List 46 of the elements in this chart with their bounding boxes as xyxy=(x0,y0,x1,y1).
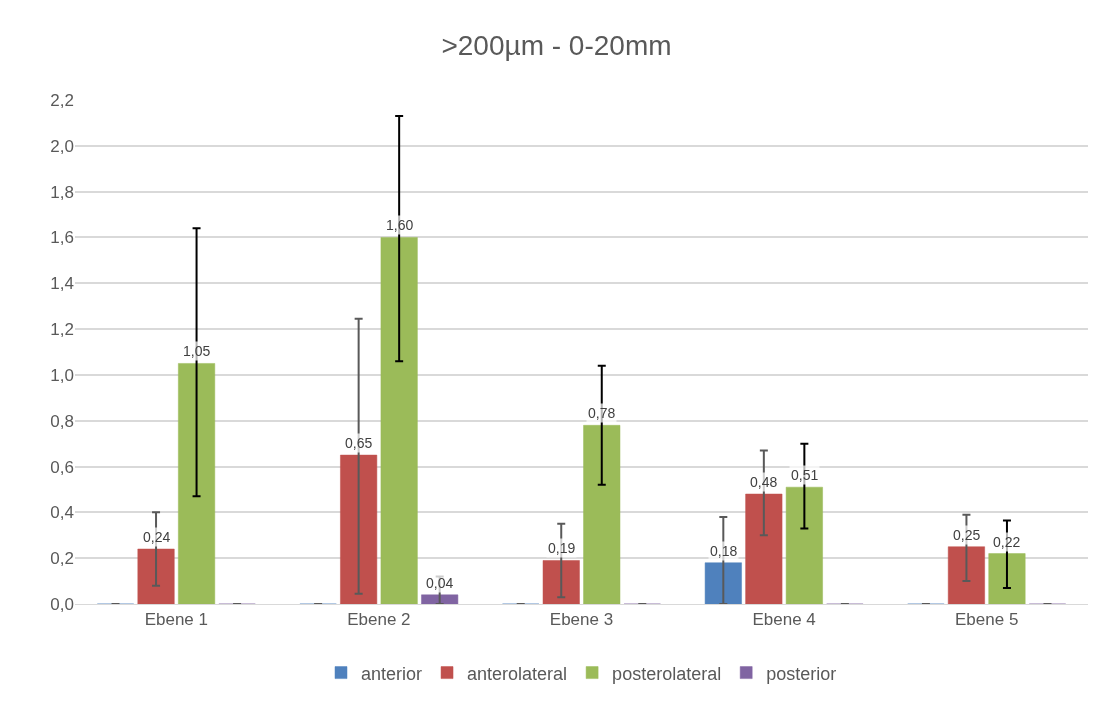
legend-label: anterior xyxy=(361,663,423,684)
y-tick-label: 1,0 xyxy=(50,365,74,385)
bar xyxy=(704,562,742,604)
x-tick-label: Ebene 2 xyxy=(347,610,411,630)
y-tick-label: 1,2 xyxy=(50,320,74,340)
legend-label: posterior xyxy=(766,663,837,684)
y-tick-label: 1,8 xyxy=(50,182,74,202)
y-tick-label: 0,8 xyxy=(50,411,74,431)
y-tick-label: 1,6 xyxy=(50,228,74,248)
bar xyxy=(178,363,216,604)
x-tick-label: Ebene 1 xyxy=(144,610,208,630)
y-tick-label: 0,2 xyxy=(50,549,74,569)
bar xyxy=(137,548,175,604)
x-tick-label: Ebene 4 xyxy=(752,610,816,630)
data-label: 1,60 xyxy=(386,217,414,233)
y-tick-label: 0,0 xyxy=(50,594,74,614)
y-tick-label: 0,4 xyxy=(50,503,74,523)
data-label: 1,05 xyxy=(183,343,211,359)
data-label: 0,24 xyxy=(143,529,171,545)
data-label: 0,18 xyxy=(710,543,738,559)
y-tick-label: 2,0 xyxy=(50,136,74,156)
y-tick-label: 2,2 xyxy=(50,90,74,110)
data-label: 0,04 xyxy=(426,575,454,591)
bar xyxy=(947,546,985,604)
bar xyxy=(745,493,783,604)
data-label: 0,19 xyxy=(548,540,576,556)
data-label: 0,65 xyxy=(345,435,373,451)
y-tick-label: 1,4 xyxy=(50,274,74,294)
bar xyxy=(988,553,1026,604)
bar xyxy=(380,237,418,604)
bar xyxy=(785,486,823,604)
legend-label: posterolateral xyxy=(612,663,722,684)
bar xyxy=(583,425,621,604)
bar xyxy=(340,454,378,604)
x-tick-label: Ebene 3 xyxy=(549,610,614,630)
data-label: 0,25 xyxy=(953,527,981,543)
x-tick-label: Ebene 5 xyxy=(955,610,1019,630)
data-label: 0,22 xyxy=(993,534,1021,550)
bar xyxy=(421,594,459,604)
data-label: 0,48 xyxy=(750,474,778,490)
legend-label: anterolateral xyxy=(467,663,568,684)
bar xyxy=(542,560,580,604)
data-label: 0,51 xyxy=(791,467,819,483)
chart-title: >200µm - 0-20mm xyxy=(441,30,672,62)
data-label: 0,78 xyxy=(588,405,616,421)
y-tick-label: 0,6 xyxy=(50,457,74,477)
